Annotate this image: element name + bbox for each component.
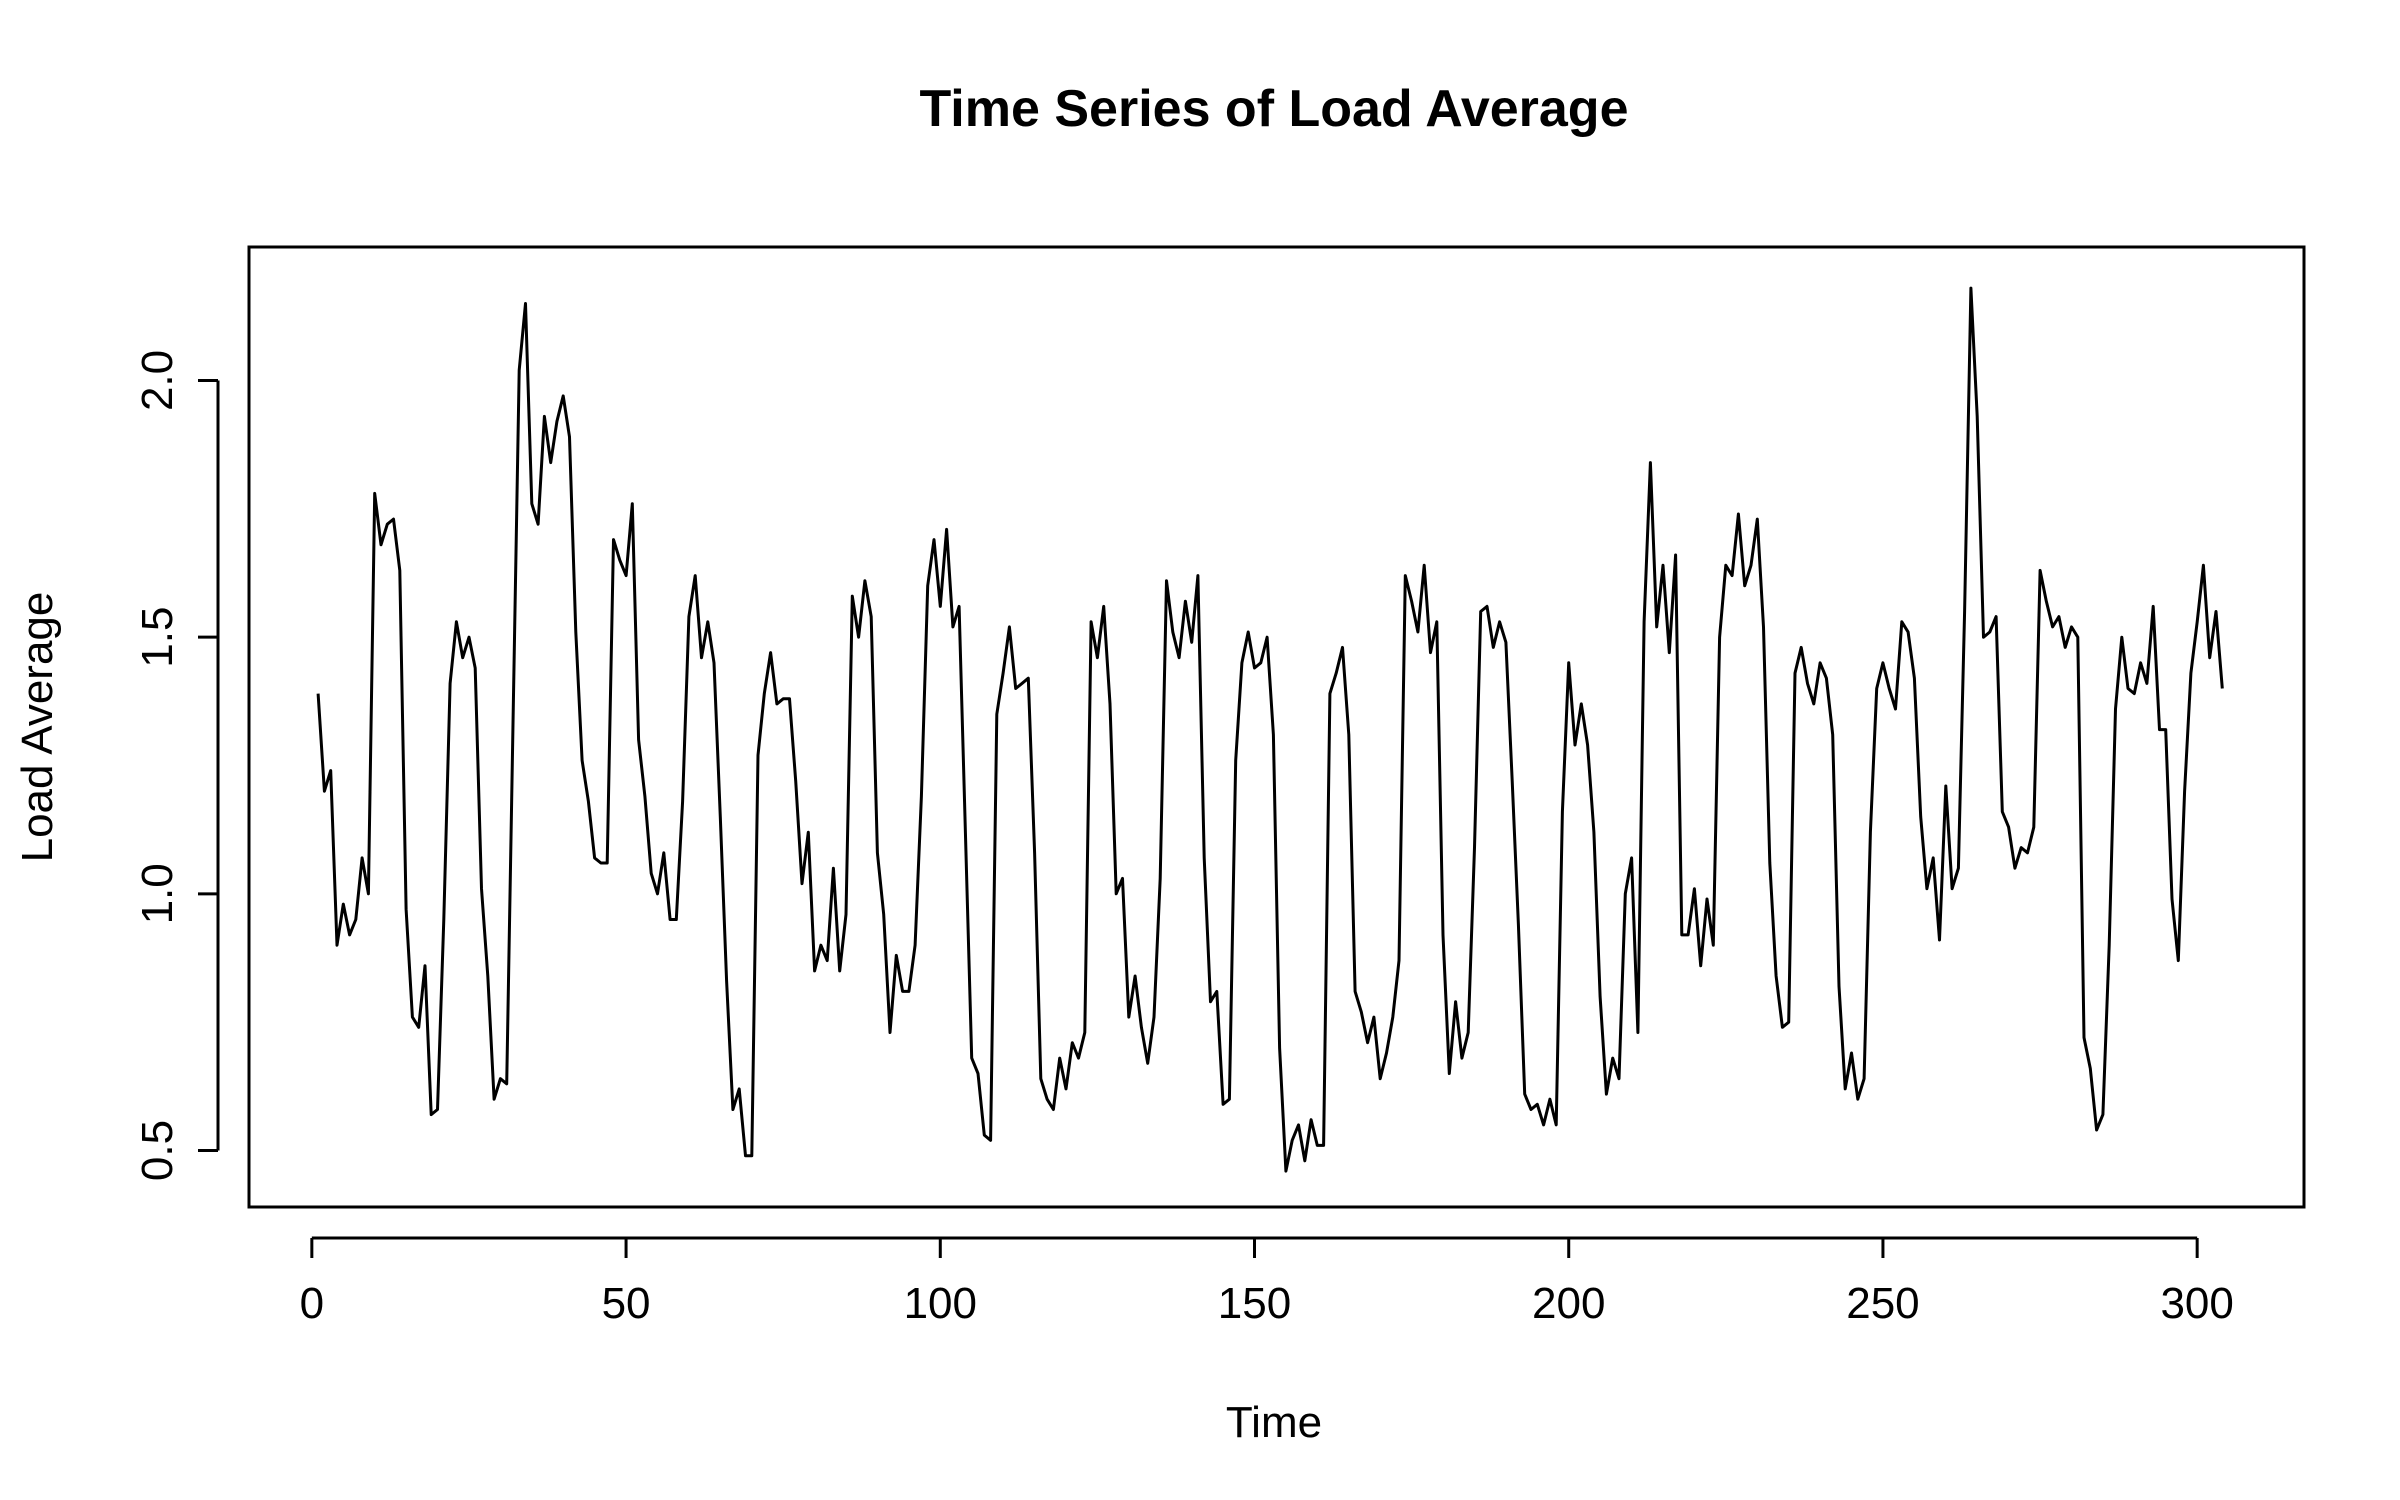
y-tick-label: 2.0 <box>133 350 182 411</box>
chart-title: Time Series of Load Average <box>919 80 1628 138</box>
x-tick-label: 300 <box>2160 1279 2233 1328</box>
x-tick-label: 200 <box>1532 1279 1605 1328</box>
y-tick-label: 0.5 <box>133 1120 182 1181</box>
x-tick-label: 150 <box>1218 1279 1291 1328</box>
series-line <box>316 286 2224 1173</box>
y-axis-label: Load Average <box>13 592 62 863</box>
x-axis: 0 50 100 150 200 250 300 <box>300 1236 2234 1328</box>
x-axis-label: Time <box>1226 1398 1322 1447</box>
x-tick-label: 100 <box>904 1279 977 1328</box>
y-axis: 0.5 1.0 1.5 2.0 <box>133 350 220 1181</box>
y-tick-label: 1.0 <box>133 863 182 924</box>
plot-frame <box>247 245 2306 1209</box>
x-tick-label: 250 <box>1846 1279 1919 1328</box>
x-tick-label: 0 <box>300 1279 324 1328</box>
x-tick-label: 50 <box>602 1279 651 1328</box>
y-tick-label: 1.5 <box>133 607 182 668</box>
